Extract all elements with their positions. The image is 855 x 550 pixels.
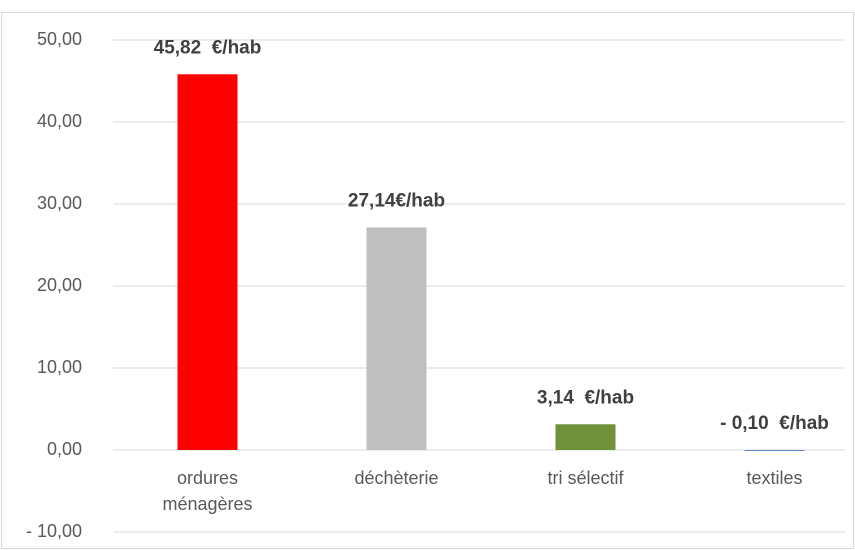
y-tick-label: 0,00 [47,439,82,459]
y-tick-label: 10,00 [37,357,82,377]
bar [177,74,238,450]
x-tick-label: déchèterie [354,468,439,488]
data-label: 3,14 €/hab [537,387,634,408]
y-tick-label: 20,00 [37,275,82,295]
x-tick-label: textiles [746,468,803,488]
y-tick-label: - 10,00 [26,521,82,541]
y-tick-label: 40,00 [37,111,82,131]
data-label: 45,82 €/hab [154,37,262,58]
bar [555,424,616,450]
bar [744,450,805,451]
data-label: - 0,10 €/hab [720,413,829,434]
y-tick-label: 30,00 [37,193,82,213]
chart-frame [1,12,854,549]
x-tick-label: ordures ménagères [162,468,253,514]
y-tick-label: 50,00 [37,29,82,49]
data-label: 27,14€/hab [348,190,445,211]
x-tick-label: tri sélectif [547,468,624,488]
bar [366,227,427,450]
